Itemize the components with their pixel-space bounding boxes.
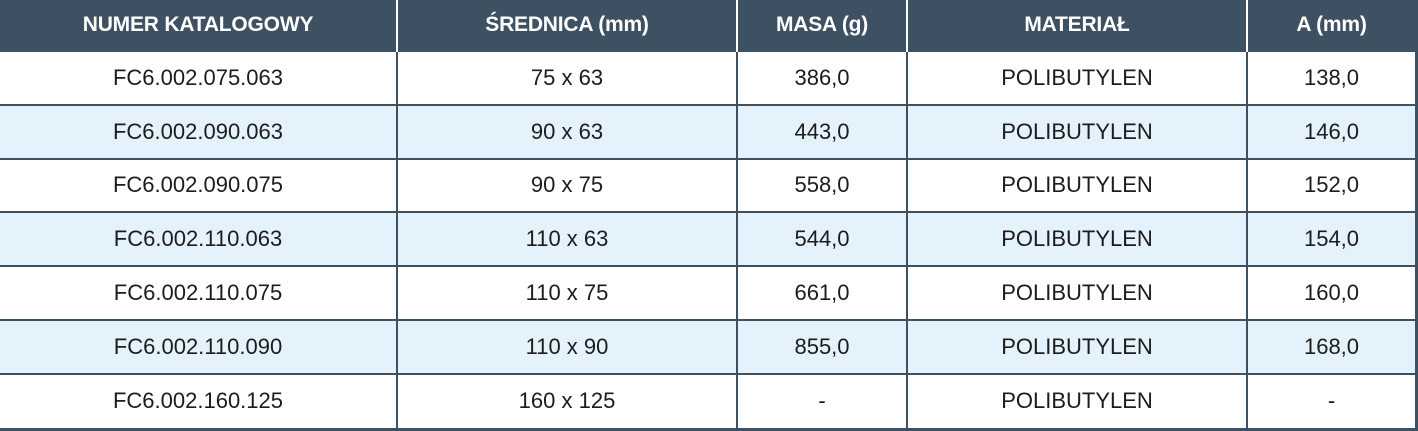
cell-diameter: 110 x 63 xyxy=(396,211,737,267)
cell-mass: 558,0 xyxy=(736,157,907,213)
cell-diameter: 160 x 125 xyxy=(396,372,737,428)
cell-mass: 544,0 xyxy=(736,211,907,267)
cell-material: POLIBUTYLEN xyxy=(906,50,1247,105)
cell-catalog-number: FC6.002.090.075 xyxy=(0,157,397,213)
cell-catalog-number: FC6.002.110.063 xyxy=(0,211,397,267)
cell-material: POLIBUTYLEN xyxy=(906,157,1247,213)
cell-mass: - xyxy=(736,372,907,428)
table-row: FC6.002.110.075 110 x 75 661,0 POLIBUTYL… xyxy=(0,265,1415,320)
cell-a: 154,0 xyxy=(1246,211,1415,267)
cell-diameter: 90 x 63 xyxy=(396,103,737,159)
cell-diameter: 75 x 63 xyxy=(396,50,737,105)
cell-diameter: 90 x 75 xyxy=(396,157,737,213)
column-header-mass: MASA (g) xyxy=(736,0,907,51)
table-row: FC6.002.075.063 75 x 63 386,0 POLIBUTYLE… xyxy=(0,50,1415,105)
cell-catalog-number: FC6.002.075.063 xyxy=(0,50,397,105)
cell-material: POLIBUTYLEN xyxy=(906,372,1247,428)
cell-mass: 855,0 xyxy=(736,318,907,374)
table-header: NUMER KATALOGOWY ŚREDNICA (mm) MASA (g) … xyxy=(0,0,1415,51)
table-row: FC6.002.110.090 110 x 90 855,0 POLIBUTYL… xyxy=(0,318,1415,374)
cell-catalog-number: FC6.002.110.075 xyxy=(0,265,397,320)
table-body: FC6.002.075.063 75 x 63 386,0 POLIBUTYLE… xyxy=(0,50,1415,428)
cell-a: - xyxy=(1246,372,1415,428)
cell-diameter: 110 x 90 xyxy=(396,318,737,374)
cell-material: POLIBUTYLEN xyxy=(906,265,1247,320)
cell-a: 152,0 xyxy=(1246,157,1415,213)
header-row: NUMER KATALOGOWY ŚREDNICA (mm) MASA (g) … xyxy=(0,0,1415,51)
cell-a: 146,0 xyxy=(1246,103,1415,159)
cell-mass: 443,0 xyxy=(736,103,907,159)
table-row: FC6.002.090.075 90 x 75 558,0 POLIBUTYLE… xyxy=(0,157,1415,213)
cell-a: 160,0 xyxy=(1246,265,1415,320)
cell-catalog-number: FC6.002.110.090 xyxy=(0,318,397,374)
table-row: FC6.002.090.063 90 x 63 443,0 POLIBUTYLE… xyxy=(0,103,1415,159)
cell-mass: 386,0 xyxy=(736,50,907,105)
column-header-a: A (mm) xyxy=(1246,0,1415,51)
table-row: FC6.002.110.063 110 x 63 544,0 POLIBUTYL… xyxy=(0,211,1415,267)
column-header-catalog-number: NUMER KATALOGOWY xyxy=(0,0,397,51)
cell-material: POLIBUTYLEN xyxy=(906,103,1247,159)
column-header-diameter: ŚREDNICA (mm) xyxy=(396,0,737,51)
cell-a: 138,0 xyxy=(1246,50,1415,105)
cell-catalog-number: FC6.002.090.063 xyxy=(0,103,397,159)
cell-catalog-number: FC6.002.160.125 xyxy=(0,372,397,428)
table-row: FC6.002.160.125 160 x 125 - POLIBUTYLEN … xyxy=(0,372,1415,428)
cell-diameter: 110 x 75 xyxy=(396,265,737,320)
cell-a: 168,0 xyxy=(1246,318,1415,374)
column-header-material: MATERIAŁ xyxy=(906,0,1247,51)
cell-mass: 661,0 xyxy=(736,265,907,320)
cell-material: POLIBUTYLEN xyxy=(906,318,1247,374)
cell-material: POLIBUTYLEN xyxy=(906,211,1247,267)
